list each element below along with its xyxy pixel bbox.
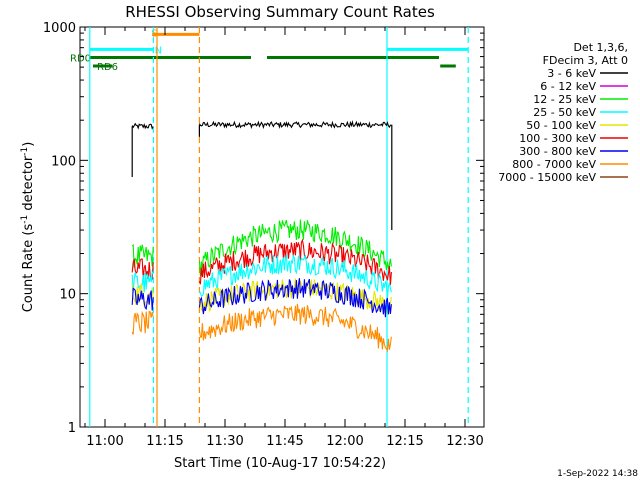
legend-label: 25 - 50 keV: [533, 106, 596, 119]
y-tick-label: 1: [68, 421, 76, 436]
legend-label: 12 - 25 keV: [533, 93, 596, 106]
series-line-seg1: [131, 287, 154, 311]
x-tick-label: 12:30: [446, 434, 483, 449]
x-tick-label: 12:00: [326, 434, 363, 449]
series-line-seg1: [131, 269, 154, 293]
axes-layer: 11:00 11:15 11:30 11:45 12:00 12:15 12:30 1 10 10…: [43, 21, 484, 449]
x-tick-label: 11:45: [266, 434, 303, 449]
series-line-seg1: [131, 243, 154, 268]
series-line-seg2: [198, 238, 392, 286]
footer-timestamp: 1-Sep-2022 14:38: [557, 469, 638, 479]
series-line-seg2: [198, 119, 392, 130]
vertical-markers: [89, 27, 469, 427]
series-line-seg1: [131, 310, 154, 335]
series-line-seg2: [198, 278, 392, 318]
chart-title: RHESSI Observing Summary Count Rates: [125, 3, 435, 21]
legend-label: 6 - 12 keV: [540, 80, 596, 93]
series-line-seg1: [131, 122, 154, 130]
series-line-seg2: [198, 277, 392, 314]
series-line-seg2: [198, 253, 392, 299]
y-tick-label: 1000: [43, 21, 76, 36]
flag-label-night: N: [155, 45, 162, 56]
legend-label: 100 - 300 keV: [519, 132, 596, 145]
legend-header: Det 1,3,6,: [573, 41, 628, 54]
x-tick-label: 11:15: [146, 434, 183, 449]
legend-label: 300 - 800 keV: [519, 145, 596, 158]
plot-frame: [79, 26, 485, 428]
flags-layer: SN RD0 RD6: [70, 28, 469, 73]
x-tick-label: 11:30: [206, 434, 243, 449]
legend-header: FDecim 3, Att 0: [543, 54, 628, 67]
x-tick-label: 12:15: [386, 434, 423, 449]
y-axis-label: Count Rate (s-1 detector-1): [20, 142, 36, 313]
legend-label: 800 - 7000 keV: [512, 158, 596, 171]
series-line-seg2: [198, 219, 392, 276]
flag-label-rd6: RD6: [97, 62, 118, 73]
legend-label: 3 - 6 keV: [547, 67, 596, 80]
series-line-seg2: [198, 303, 392, 353]
y-tick-label: 10: [59, 288, 76, 303]
flag-label-rd0: RD0: [70, 54, 91, 65]
legend-label: 50 - 100 keV: [526, 119, 596, 132]
y-tick-label: 100: [51, 154, 76, 169]
x-axis-label: Start Time (10-Aug-17 10:54:22): [174, 456, 386, 471]
legend-label: 7000 - 15000 keV: [498, 171, 596, 184]
x-tick-label: 11:00: [86, 434, 123, 449]
series-layer: [131, 119, 393, 353]
flag-label-saa: S: [151, 28, 157, 39]
series-line-seg1: [131, 258, 154, 283]
